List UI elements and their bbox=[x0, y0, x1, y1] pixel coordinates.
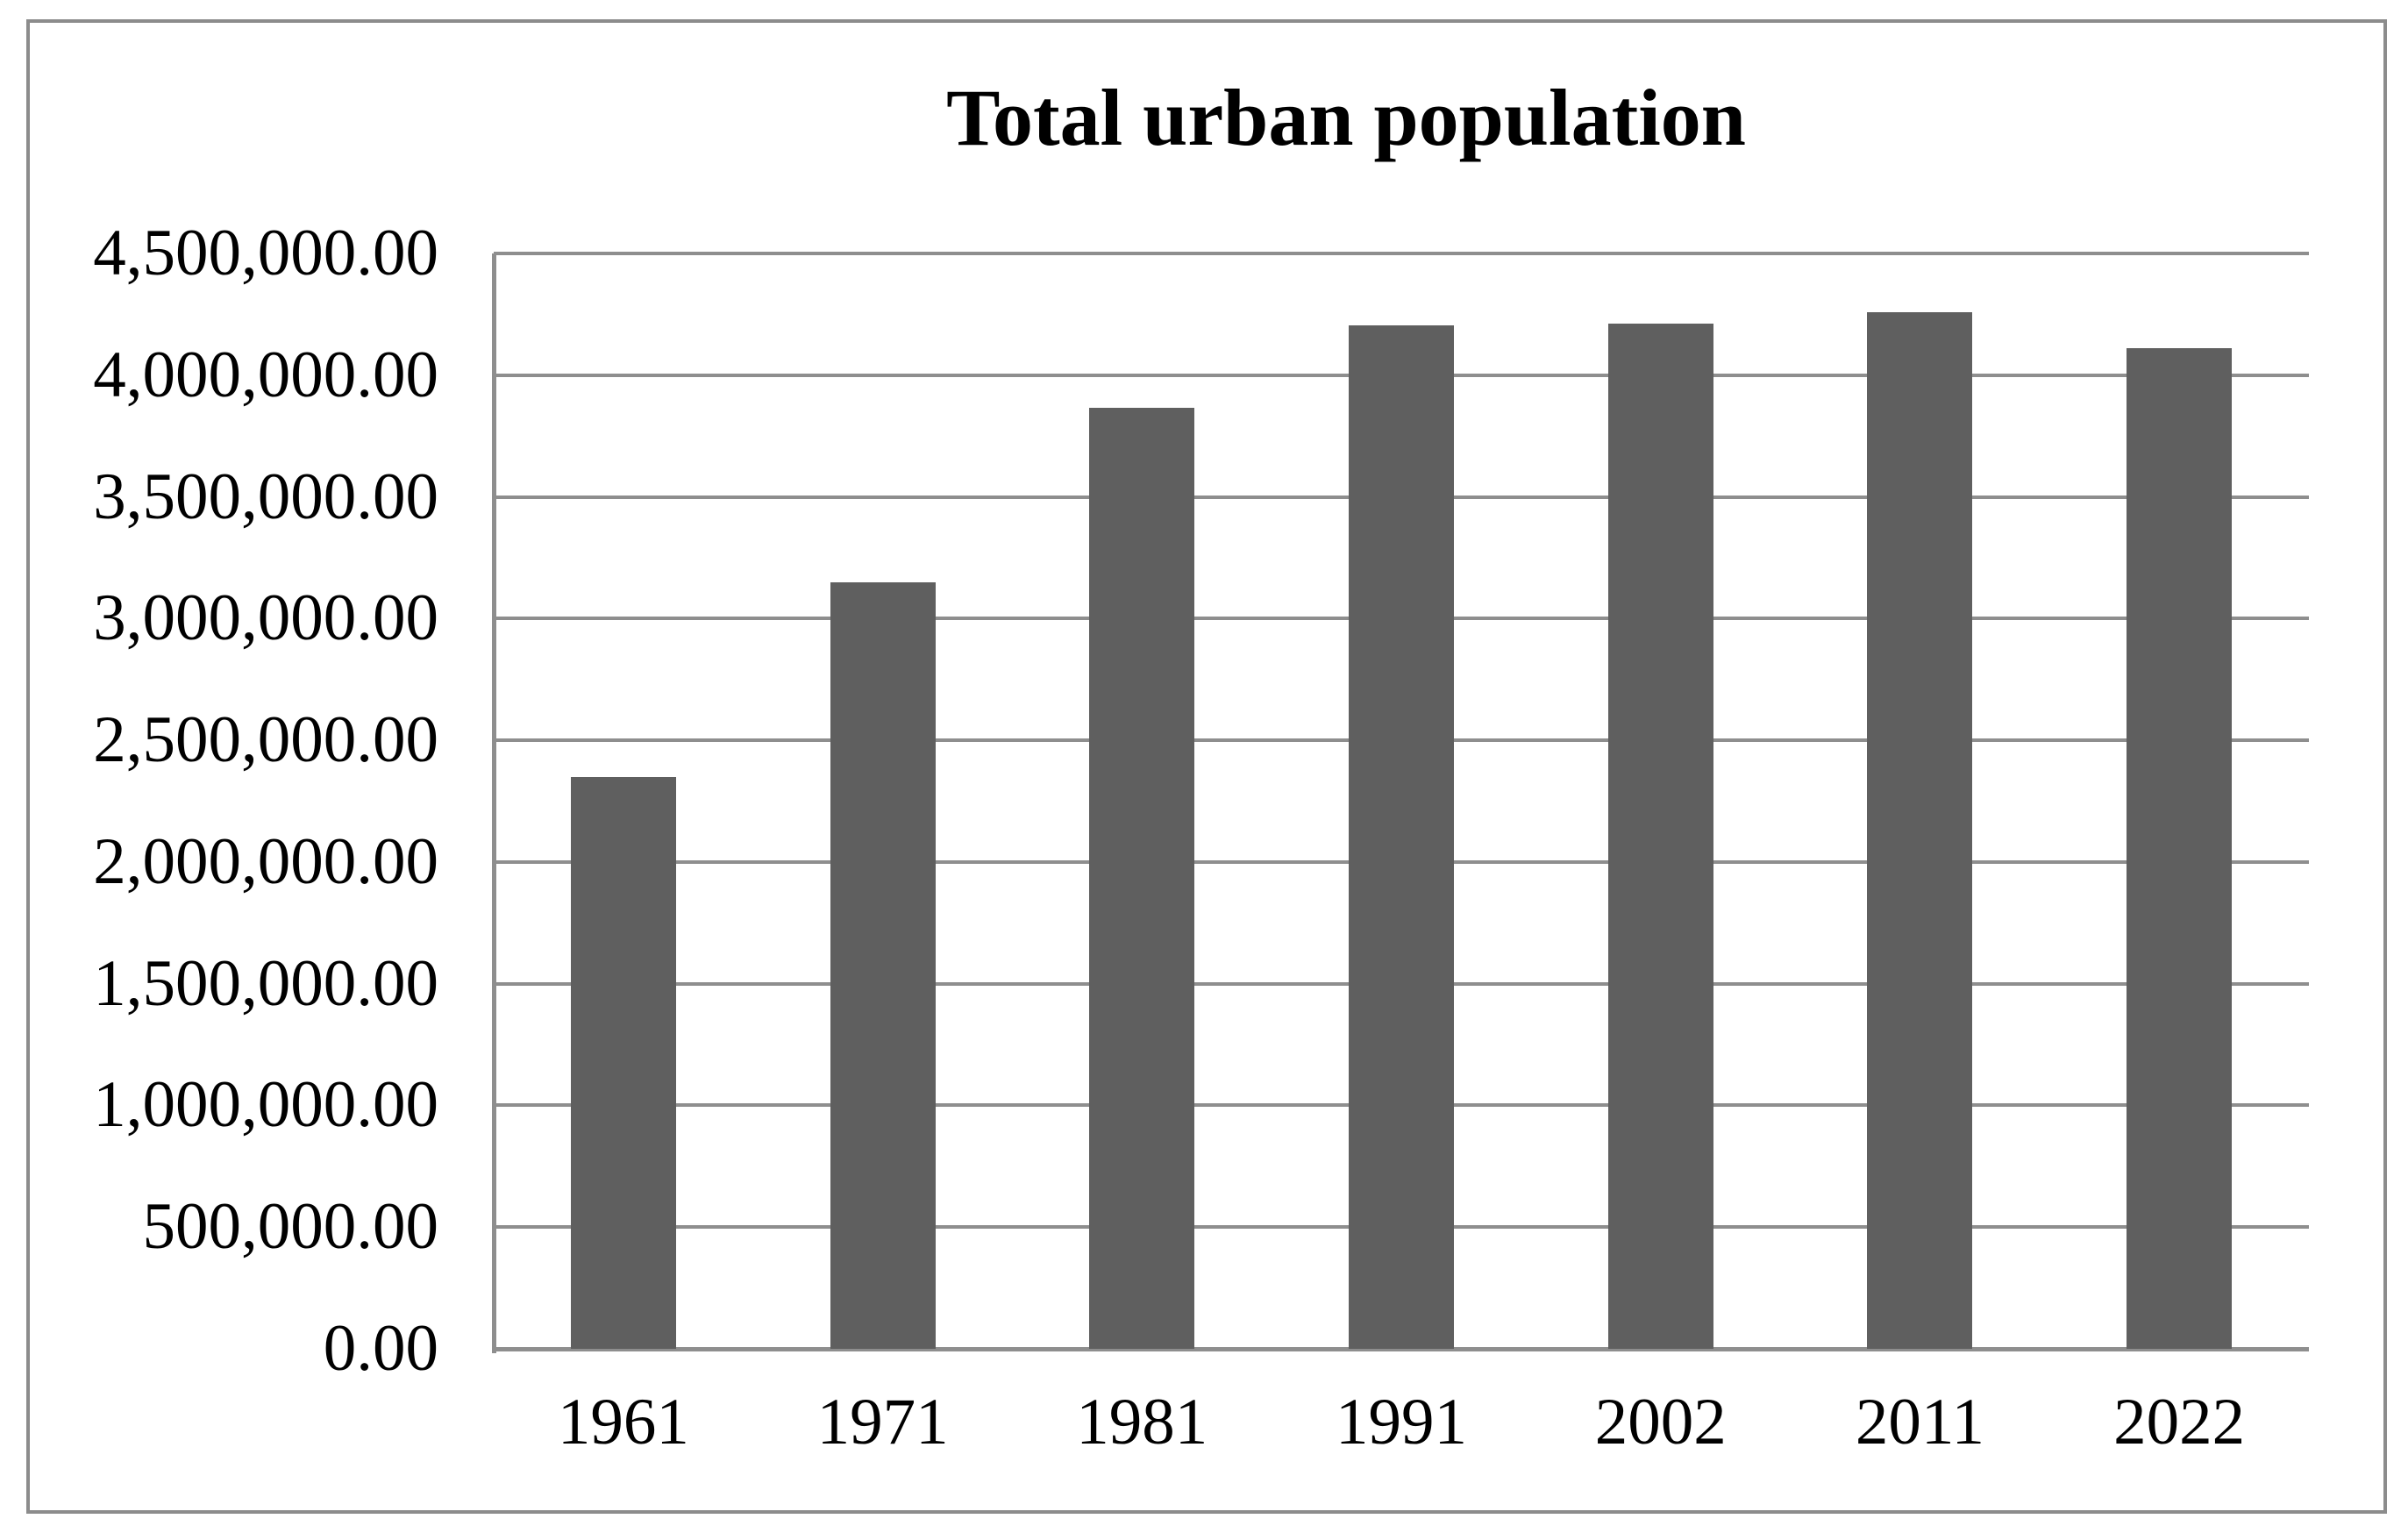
bar-2002 bbox=[1607, 324, 1713, 1349]
bar-1981 bbox=[1089, 408, 1195, 1349]
y-tick-label: 4,000,000.00 bbox=[93, 338, 438, 411]
y-tick-label: 2,500,000.00 bbox=[93, 703, 438, 777]
y-tick-label: 3,500,000.00 bbox=[93, 460, 438, 533]
bar-2022 bbox=[2127, 348, 2233, 1349]
y-tick-label: 3,000,000.00 bbox=[93, 581, 438, 655]
y-axis-line bbox=[492, 253, 496, 1353]
x-tick-label: 1981 bbox=[1076, 1386, 1208, 1458]
y-tick-label: 1,000,000.00 bbox=[93, 1068, 438, 1142]
bar-1961 bbox=[570, 776, 676, 1349]
x-tick-label: 2022 bbox=[2113, 1386, 2246, 1458]
y-tick-label: 1,500,000.00 bbox=[93, 946, 438, 1020]
bar-2011 bbox=[1867, 311, 1973, 1349]
figure-border bbox=[26, 19, 2387, 1514]
bar-1991 bbox=[1349, 324, 1454, 1349]
y-tick-label: 500,000.00 bbox=[142, 1190, 439, 1264]
y-tick-label: 4,500,000.00 bbox=[93, 217, 438, 289]
bar-1971 bbox=[830, 581, 936, 1349]
x-axis-line bbox=[492, 1347, 2309, 1351]
y-tick-label: 0.00 bbox=[323, 1312, 438, 1385]
x-tick-label: 1971 bbox=[816, 1386, 949, 1458]
x-tick-label: 2002 bbox=[1594, 1386, 1727, 1458]
gridline bbox=[494, 252, 2309, 255]
x-tick-label: 1991 bbox=[1336, 1386, 1467, 1458]
x-tick-label: 2011 bbox=[1855, 1386, 1985, 1458]
x-tick-label: 1961 bbox=[557, 1386, 689, 1458]
y-tick-label: 2,000,000.00 bbox=[93, 824, 438, 898]
chart-title: Total urban population bbox=[946, 73, 1746, 162]
